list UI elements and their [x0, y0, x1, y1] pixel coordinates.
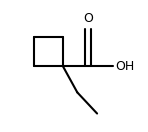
Text: O: O — [83, 12, 93, 25]
Text: OH: OH — [116, 60, 135, 72]
